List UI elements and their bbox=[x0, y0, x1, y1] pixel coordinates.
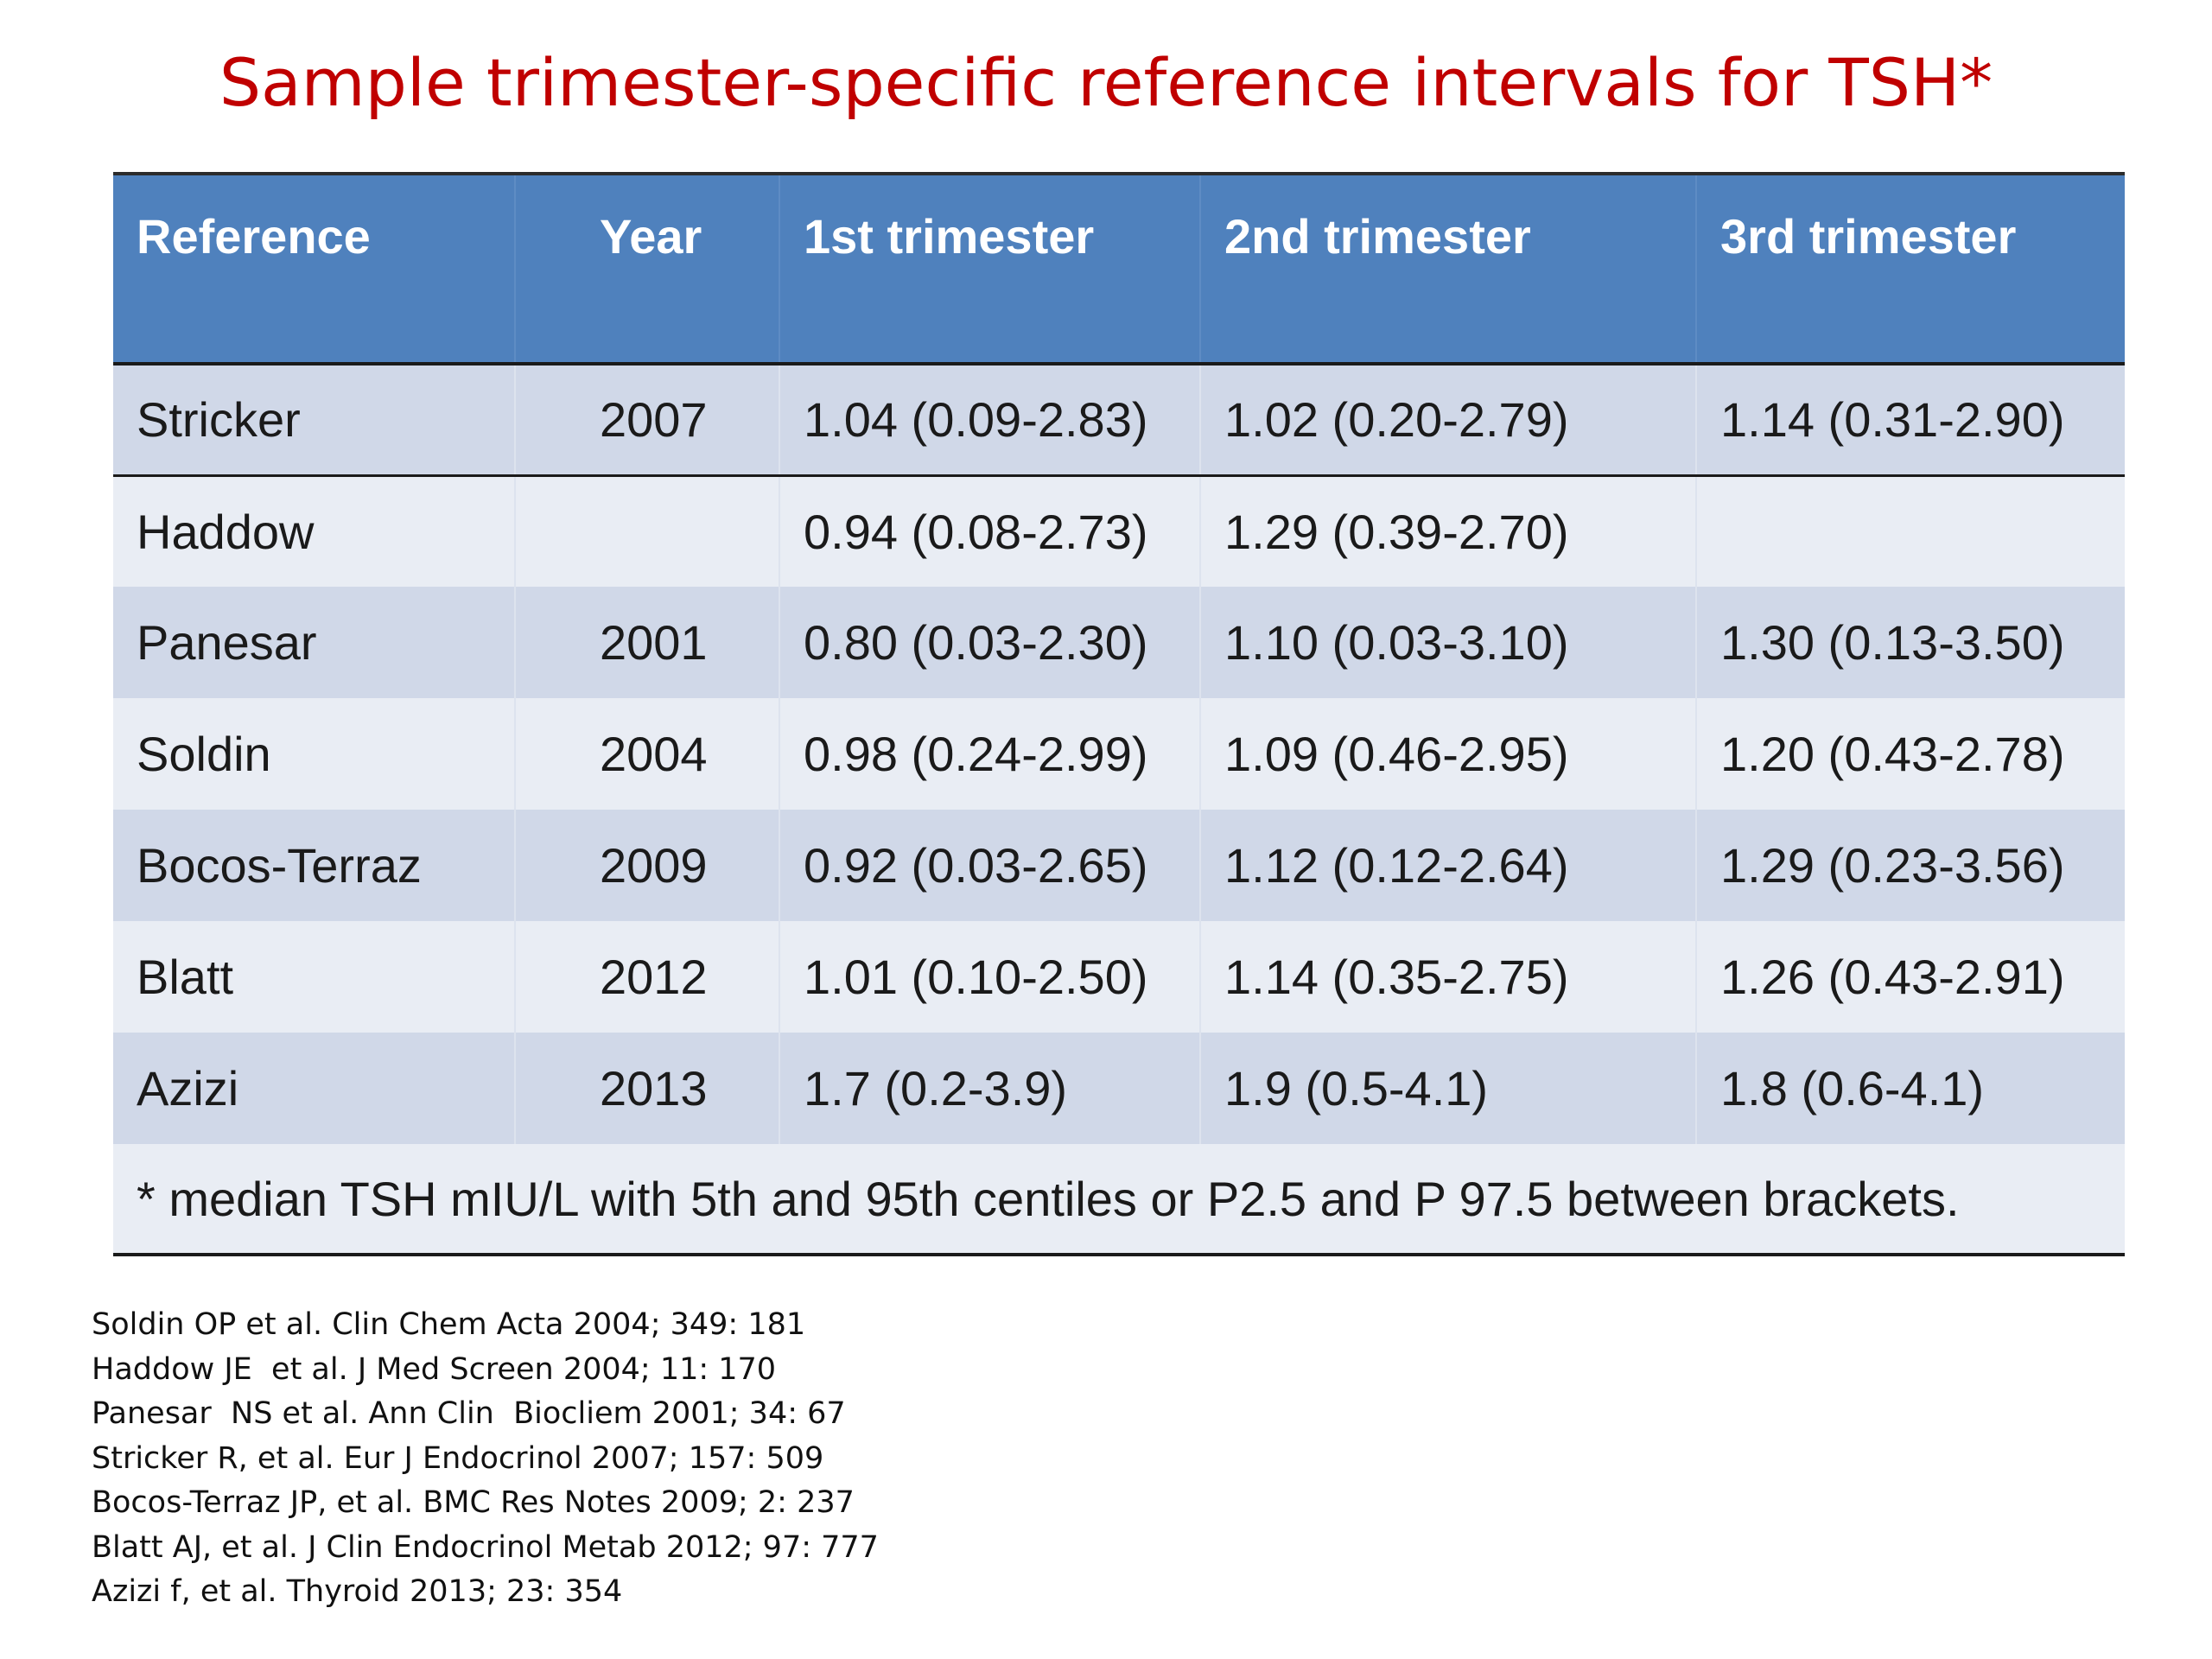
header-3rd-trimester: 3rd trimester bbox=[1695, 172, 2125, 364]
table-row: Blatt 2012 1.01 (0.10-2.50) 1.14 (0.35-2… bbox=[113, 921, 2125, 1033]
citation: Panesar NS et al. Ann Clin Biocliem 2001… bbox=[92, 1396, 846, 1431]
cell-year: 2009 bbox=[514, 810, 779, 921]
cell-reference: Stricker bbox=[113, 362, 515, 475]
cell-2nd-trimester: 1.12 (0.12-2.64) bbox=[1199, 810, 1696, 921]
cell-reference: Soldin bbox=[137, 727, 271, 781]
cell-year: 2001 bbox=[514, 587, 779, 698]
table-row: Soldin 2004 0.98 (0.24-2.99) 1.09 (0.46-… bbox=[113, 698, 2125, 810]
cell-3rd-trimester: 1.14 (0.31-2.90) bbox=[1695, 362, 2125, 475]
cell-3rd-trimester: 1.29 (0.23-3.56) bbox=[1695, 810, 2125, 921]
cell-year: 2007 bbox=[514, 362, 779, 475]
reference-intervals-table: Reference Year 1st trimester 2nd trimest… bbox=[113, 172, 2125, 1256]
cell-3rd-trimester: 1.20 (0.43-2.78) bbox=[1695, 698, 2125, 810]
cell-2nd-trimester: 1.09 (0.46-2.95) bbox=[1199, 698, 1696, 810]
table-row: Azizi 2013 1.7 (0.2-3.9) 1.9 (0.5-4.1) 1… bbox=[113, 1033, 2125, 1144]
cell-2nd-trimester: 1.02 (0.20-2.79) bbox=[1199, 362, 1696, 475]
cell-3rd-trimester: 1.8 (0.6-4.1) bbox=[1695, 1033, 2125, 1144]
citation: Azizi f, et al. Thyroid 2013; 23: 354 bbox=[92, 1574, 623, 1609]
citation: Blatt AJ, et al. J Clin Endocrinol Metab… bbox=[92, 1529, 879, 1565]
table-footnote: * median TSH mIU/L with 5th and 95th cen… bbox=[113, 1144, 2125, 1256]
citation: Haddow JE et al. J Med Screen 2004; 11: … bbox=[92, 1351, 777, 1387]
header-2nd-trimester: 2nd trimester bbox=[1199, 172, 1696, 364]
citation: Bocos-Terraz JP, et al. BMC Res Notes 20… bbox=[92, 1485, 855, 1520]
table-row: Panesar 2001 0.80 (0.03-2.30) 1.10 (0.03… bbox=[113, 587, 2125, 698]
citation-list: Soldin OP et al. Clin Chem Acta 2004; 34… bbox=[92, 1303, 879, 1615]
header-1st-trimester: 1st trimester bbox=[779, 172, 1200, 364]
header-reference: Reference bbox=[113, 172, 515, 364]
cell-reference: Bocos-Terraz bbox=[137, 838, 422, 893]
table-header-row: Reference Year 1st trimester 2nd trimest… bbox=[113, 172, 2125, 364]
cell-reference: Panesar bbox=[137, 615, 317, 670]
cell-year bbox=[514, 474, 779, 587]
cell-2nd-trimester: 1.14 (0.35-2.75) bbox=[1199, 921, 1696, 1033]
cell-3rd-trimester bbox=[1695, 474, 2125, 587]
citation: Soldin OP et al. Clin Chem Acta 2004; 34… bbox=[92, 1307, 806, 1342]
table-row: Haddow 0.94 (0.08-2.73) 1.29 (0.39-2.70) bbox=[113, 474, 2125, 587]
cell-1st-trimester: 0.98 (0.24-2.99) bbox=[779, 698, 1200, 810]
cell-reference: Azizi bbox=[137, 1061, 239, 1116]
cell-1st-trimester: 0.92 (0.03-2.65) bbox=[779, 810, 1200, 921]
cell-2nd-trimester: 1.10 (0.03-3.10) bbox=[1199, 587, 1696, 698]
cell-1st-trimester: 1.04 (0.09-2.83) bbox=[779, 362, 1200, 475]
cell-2nd-trimester: 1.29 (0.39-2.70) bbox=[1199, 474, 1696, 587]
cell-1st-trimester: 0.94 (0.08-2.73) bbox=[779, 474, 1200, 587]
table-footnote-row: * median TSH mIU/L with 5th and 95th cen… bbox=[113, 1144, 2125, 1256]
cell-1st-trimester: 1.01 (0.10-2.50) bbox=[779, 921, 1200, 1033]
table-row: Bocos-Terraz 2009 0.92 (0.03-2.65) 1.12 … bbox=[113, 810, 2125, 921]
cell-year: 2004 bbox=[514, 698, 779, 810]
cell-reference: Haddow bbox=[113, 474, 515, 587]
cell-3rd-trimester: 1.30 (0.13-3.50) bbox=[1695, 587, 2125, 698]
slide-title: Sample trimester-specific reference inte… bbox=[219, 44, 1993, 121]
cell-1st-trimester: 0.80 (0.03-2.30) bbox=[779, 587, 1200, 698]
cell-2nd-trimester: 1.9 (0.5-4.1) bbox=[1199, 1033, 1696, 1144]
cell-year: 2012 bbox=[514, 921, 779, 1033]
cell-1st-trimester: 1.7 (0.2-3.9) bbox=[779, 1033, 1200, 1144]
citation: Stricker R, et al. Eur J Endocrinol 2007… bbox=[92, 1440, 824, 1476]
header-year: Year bbox=[514, 172, 779, 364]
cell-year: 2013 bbox=[514, 1033, 779, 1144]
cell-reference: Blatt bbox=[137, 950, 234, 1004]
cell-3rd-trimester: 1.26 (0.43-2.91) bbox=[1695, 921, 2125, 1033]
table-row: Stricker 2007 1.04 (0.09-2.83) 1.02 (0.2… bbox=[113, 362, 2125, 475]
